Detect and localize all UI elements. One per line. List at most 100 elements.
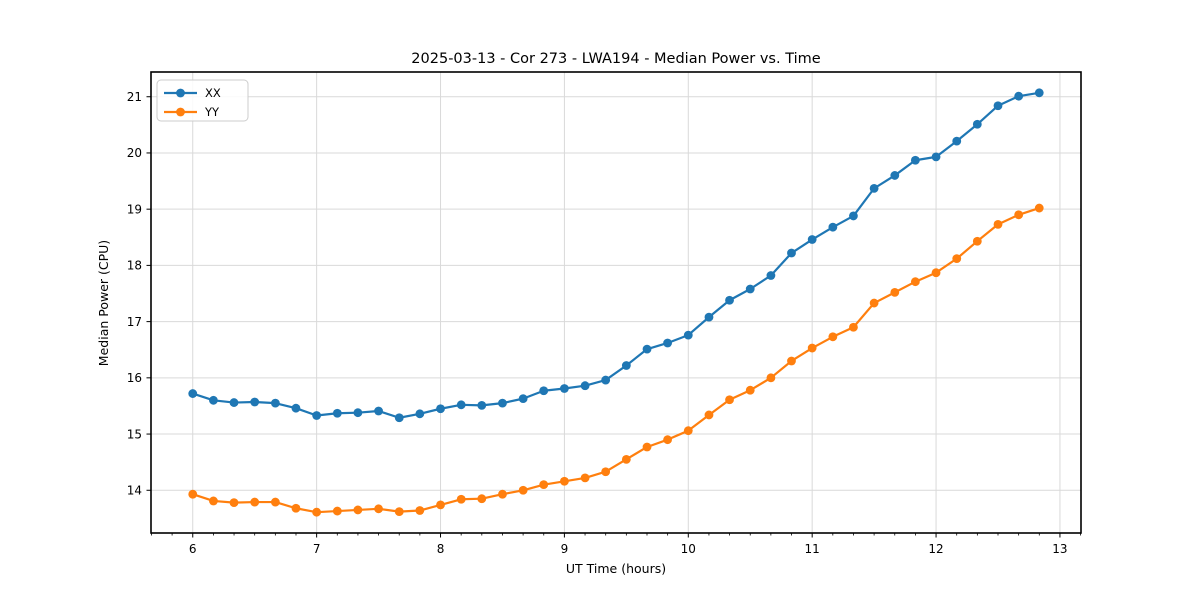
y-tick-label: 16 — [127, 371, 142, 385]
data-point-xx — [869, 183, 879, 193]
data-point-xx — [993, 101, 1003, 111]
data-point-xx — [477, 400, 487, 410]
data-point-yy — [745, 385, 755, 395]
y-axis-label: Median Power (CPU) — [96, 240, 111, 366]
data-point-xx — [209, 395, 218, 405]
data-point-yy — [787, 356, 796, 366]
data-point-xx — [188, 389, 198, 398]
plot-border — [150, 71, 1082, 534]
data-point-yy — [663, 435, 672, 445]
data-point-yy — [807, 343, 817, 353]
data-point-yy — [993, 219, 1003, 229]
data-point-yy — [1034, 203, 1044, 213]
data-point-yy — [353, 505, 363, 515]
data-point-xx — [725, 295, 734, 305]
data-point-xx — [663, 338, 672, 348]
chart-title: 2025-03-13 - Cor 273 - LWA194 - Median P… — [411, 51, 820, 67]
x-tick-label: 12 — [928, 542, 943, 556]
y-tick-label: 20 — [127, 146, 142, 160]
data-point-xx — [766, 271, 776, 280]
data-point-yy — [560, 476, 569, 486]
data-point-xx — [952, 136, 962, 146]
data-point-yy — [270, 497, 280, 507]
legend-label-yy: YY — [204, 105, 220, 119]
data-point-xx — [642, 344, 652, 354]
data-point-xx — [1034, 88, 1044, 98]
data-point-yy — [621, 454, 631, 464]
data-point-xx — [849, 211, 858, 221]
data-point-yy — [766, 373, 776, 383]
data-point-xx — [931, 152, 941, 162]
data-point-xx — [1014, 91, 1024, 101]
data-point-xx — [394, 413, 404, 423]
x-tick-label: 6 — [189, 542, 197, 556]
data-series — [188, 88, 1044, 517]
data-point-xx — [560, 384, 569, 393]
data-point-yy — [869, 298, 879, 308]
y-tick-label: 18 — [127, 259, 142, 273]
data-point-xx — [539, 386, 549, 396]
y-tick-label: 14 — [127, 483, 142, 497]
data-point-xx — [312, 411, 322, 420]
data-point-yy — [683, 426, 693, 436]
legend-marker-yy — [176, 107, 185, 117]
data-point-xx — [270, 398, 280, 408]
x-tick-label: 13 — [1052, 542, 1067, 556]
x-tick-label: 8 — [437, 542, 445, 556]
data-point-xx — [415, 409, 425, 419]
x-tick-label: 11 — [805, 542, 820, 556]
y-tick-label: 19 — [127, 202, 142, 216]
data-point-xx — [745, 284, 755, 294]
data-point-xx — [436, 404, 445, 414]
data-point-yy — [952, 254, 962, 264]
data-point-yy — [539, 480, 549, 490]
y-tick-label: 17 — [127, 315, 142, 329]
data-point-xx — [374, 406, 383, 416]
data-point-xx — [332, 408, 342, 418]
data-point-yy — [498, 489, 507, 499]
axis-ticks: 6 7 8 9 10 11 12 13 14 15 16 17 18 19 20 21 — [127, 90, 1081, 556]
data-point-xx — [890, 171, 900, 180]
grid-lines — [151, 72, 1081, 533]
data-point-xx — [807, 235, 817, 244]
data-point-yy — [332, 506, 342, 516]
data-point-yy — [188, 489, 198, 499]
data-point-xx — [498, 398, 507, 408]
data-point-xx — [910, 155, 920, 165]
data-point-yy — [229, 498, 239, 508]
series-line-xx — [192, 91, 1040, 419]
data-point-yy — [931, 268, 941, 278]
y-tick-label: 15 — [127, 427, 142, 441]
legend-marker-xx — [176, 88, 185, 98]
series-line-yy — [192, 207, 1040, 514]
data-point-yy — [704, 410, 714, 420]
data-point-yy — [849, 322, 858, 332]
data-point-yy — [415, 506, 425, 515]
data-point-yy — [374, 504, 383, 514]
data-point-yy — [209, 496, 218, 506]
legend: XX YY — [156, 79, 249, 122]
data-point-xx — [828, 222, 838, 232]
data-point-xx — [787, 248, 796, 258]
y-tick-label: 21 — [127, 90, 142, 104]
legend-label-xx: XX — [205, 86, 221, 100]
data-point-yy — [518, 485, 528, 495]
data-point-yy — [312, 507, 322, 517]
legend-box — [156, 79, 249, 122]
data-point-xx — [518, 394, 528, 404]
x-axis-label: UT Time (hours) — [566, 561, 666, 576]
data-point-yy — [250, 497, 260, 507]
data-point-xx — [601, 375, 611, 385]
data-point-yy — [910, 277, 920, 287]
data-point-xx — [704, 312, 714, 322]
data-point-xx — [580, 381, 590, 391]
data-point-yy — [890, 287, 900, 297]
data-point-xx — [621, 361, 631, 370]
data-point-yy — [291, 503, 301, 513]
data-point-yy — [456, 494, 466, 504]
data-point-yy — [642, 442, 652, 452]
data-point-xx — [250, 397, 260, 407]
data-point-yy — [436, 500, 445, 510]
